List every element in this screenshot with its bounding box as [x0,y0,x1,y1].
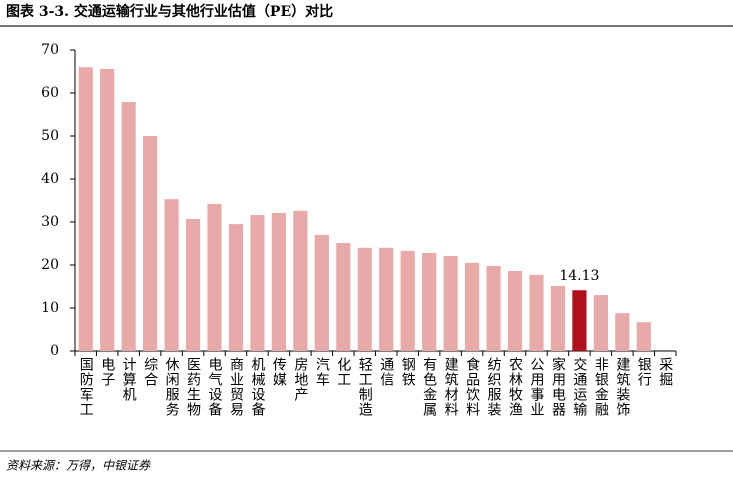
bar [100,68,115,352]
x-tick-label: 建筑装饰 [614,357,630,417]
bar [422,252,437,351]
x-tick-label: 公用事业 [528,357,544,417]
y-tick-label: 30 [41,214,59,230]
bar [271,212,286,351]
x-tick-label: 电气设备 [207,357,223,417]
bar [465,262,480,351]
x-tick-label: 轻工制造 [357,357,373,417]
bar [314,234,329,351]
x-tick-label: 纺织服装 [486,357,502,417]
bar [529,274,544,351]
bar [143,136,158,351]
source-note: 资料来源：万得，中银证券 [6,459,151,473]
bar [379,247,394,351]
x-tick-label: 电子 [99,357,115,387]
bar [507,271,523,351]
bar [443,255,458,351]
x-tick-label: 化工 [335,357,351,387]
bar [185,218,201,351]
x-tick-label: 综合 [142,357,158,387]
bar [550,286,566,351]
y-tick-label: 0 [50,343,59,359]
y-tick-label: 20 [41,257,59,273]
x-tick-label: 农林牧渔 [507,357,523,417]
x-tick-label: 有色金属 [421,357,437,417]
x-tick-label: 采掘 [657,357,673,387]
x-tick-label: 钢铁 [400,357,416,387]
x-tick-label: 通信 [378,357,394,387]
x-tick-label: 银行 [636,357,652,387]
bar [636,322,651,351]
bar [207,203,222,351]
chart-title: 图表 3-3. 交通运输行业与其他行业估值（PE）对比 [6,3,333,20]
bar [228,224,244,351]
x-tick-label: 国防军工 [78,357,94,417]
x-tick-label: 休闲服务 [164,357,180,417]
x-tick-label: 食品饮料 [464,356,480,417]
bar [572,290,587,351]
x-tick-label: 非银金融 [593,357,609,417]
bar [486,265,501,351]
bar [357,247,372,351]
y-tick-label: 70 [41,42,59,58]
x-tick-label: 商业贸易 [228,357,244,417]
y-tick-label: 40 [41,171,59,187]
bar [293,210,308,351]
x-tick-label: 机械设备 [249,357,265,417]
bar [78,67,93,351]
bar [121,102,136,351]
x-tick-label: 房地产 [292,357,308,402]
value-label: 14.13 [559,268,599,284]
bar [250,215,265,351]
y-tick-label: 60 [41,85,59,101]
bar [164,199,179,351]
bar [336,243,351,351]
bar [400,250,415,351]
x-tick-label: 建筑材料 [443,357,459,417]
y-tick-label: 50 [41,128,59,144]
x-tick-label: 医药生物 [185,357,201,417]
x-tick-label: 汽车 [314,357,330,387]
y-tick-label: 10 [41,300,59,316]
x-tick-label: 传媒 [271,357,287,387]
bar [615,313,630,351]
bar [593,295,608,351]
x-tick-label: 交通运输 [571,356,587,417]
x-tick-label: 家用电器 [550,356,566,417]
x-tick-label: 计算机 [121,357,137,402]
